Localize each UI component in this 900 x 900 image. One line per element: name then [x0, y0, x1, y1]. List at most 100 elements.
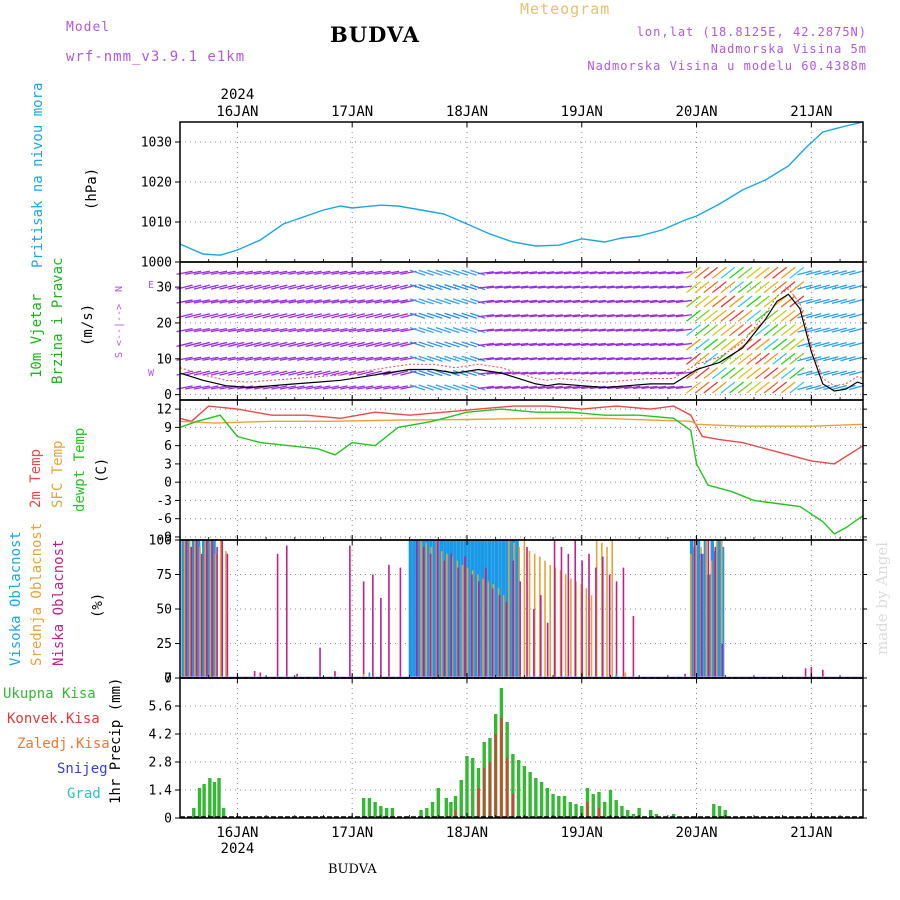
y-tick-label: 12 [156, 403, 172, 418]
wind-vector [598, 357, 615, 361]
wind-vector [555, 342, 572, 347]
wind-vector [409, 355, 426, 362]
legend-freezing-rain: Zaledj.Kisa [17, 736, 110, 752]
legend-hail: Grad [67, 786, 101, 802]
wind-vector [780, 266, 796, 279]
wind-vector [789, 381, 805, 394]
precip-bar [712, 804, 716, 818]
wind-vector [703, 367, 719, 380]
wind-vector [650, 357, 667, 361]
wind-vector [512, 314, 529, 318]
cloud-bar [425, 542, 428, 678]
wind-vector [615, 328, 632, 332]
wind-vector [572, 342, 589, 347]
precip-bar [436, 788, 440, 818]
cloud-bar [276, 553, 279, 678]
wind-vector [686, 381, 701, 394]
cloud-bar [461, 564, 464, 678]
wind-vector [383, 299, 400, 304]
wind-vector [729, 295, 744, 308]
y-tick-label: 2.8 [149, 756, 172, 771]
wind-vector [435, 341, 452, 348]
wind-vector [202, 341, 219, 348]
wind-vector [219, 313, 236, 319]
wind-vector [694, 367, 710, 380]
cloud-bar [319, 647, 321, 678]
wind-vector [675, 357, 693, 361]
wind-vector [755, 352, 770, 365]
wind-vector [763, 281, 779, 294]
wind-vector [598, 299, 615, 304]
wind-vector [228, 341, 245, 348]
wind-vector [271, 341, 288, 348]
cloud-bar [512, 560, 515, 678]
wind-vector [228, 284, 245, 290]
wind-vector [763, 324, 779, 337]
wind-vector [202, 327, 219, 333]
wind-vector [461, 269, 477, 276]
wind-vector [615, 371, 632, 375]
wind-vector [512, 342, 529, 347]
wind-vector [667, 271, 684, 275]
location-coordinates: lon,lat (18.8125E, 42.2875N) [636, 25, 867, 39]
wind-vector [503, 314, 520, 318]
wind-vector [444, 341, 460, 348]
cloud-bar [707, 540, 710, 678]
wind-vector [589, 342, 606, 347]
x-tick-label-top: 17JAN [331, 104, 373, 120]
wind-vector [520, 271, 538, 275]
wind-vector [814, 270, 830, 276]
precip-bar [574, 804, 578, 818]
wind-vector [848, 298, 865, 305]
x-tick-label-top: 20JAN [675, 104, 717, 120]
wind-label-1: 10m Vjetar [29, 293, 45, 378]
wind-vector [555, 385, 572, 390]
wind-vector [185, 341, 202, 348]
wind-vector [383, 313, 400, 319]
cloud-bar [477, 574, 479, 678]
y-tick-label: 0 [164, 476, 172, 491]
y-tick-label: 9 [164, 421, 172, 436]
cloud-bar [539, 595, 542, 678]
wind-vector [711, 266, 727, 279]
cloud-bar [498, 595, 501, 678]
cloud-bar [595, 567, 597, 678]
wind-unit: (m/s) [80, 303, 96, 346]
wind-vector [581, 285, 598, 289]
wind-vector [831, 327, 848, 333]
wind-vector [210, 284, 228, 290]
wind-vector [357, 284, 374, 290]
wind-vector [193, 385, 210, 390]
wind-vector [729, 266, 744, 279]
cloud-bar [388, 564, 390, 678]
wind-vector [314, 313, 331, 319]
wind-vector [563, 271, 581, 275]
y-tick-label: 100 [149, 534, 172, 549]
wind-vector [840, 327, 856, 333]
wind-vector [667, 342, 684, 347]
wind-vector [746, 381, 762, 394]
wind-vector [288, 284, 305, 290]
wind-vector [477, 357, 494, 361]
wind-vector [650, 299, 667, 304]
wind-vector [444, 312, 460, 319]
wind-vector [675, 328, 693, 332]
wind-vector [737, 381, 753, 394]
precip-bar [620, 806, 624, 818]
wind-vector [435, 312, 452, 319]
wind-vector [202, 385, 219, 390]
wind-vector [245, 299, 262, 304]
precip-bar [586, 802, 589, 818]
wind-vector [711, 324, 727, 337]
wind-vector [279, 370, 297, 376]
wind-vector [763, 352, 779, 365]
wind-vector [322, 341, 340, 348]
wind-vector [658, 342, 675, 347]
wind-vector [193, 270, 210, 275]
plot-content [176, 121, 865, 818]
cloud-bar [539, 556, 541, 678]
wind-vector [772, 281, 788, 294]
wind-vector [589, 357, 606, 361]
wind-vector [711, 338, 727, 351]
wind-vector [322, 284, 340, 290]
